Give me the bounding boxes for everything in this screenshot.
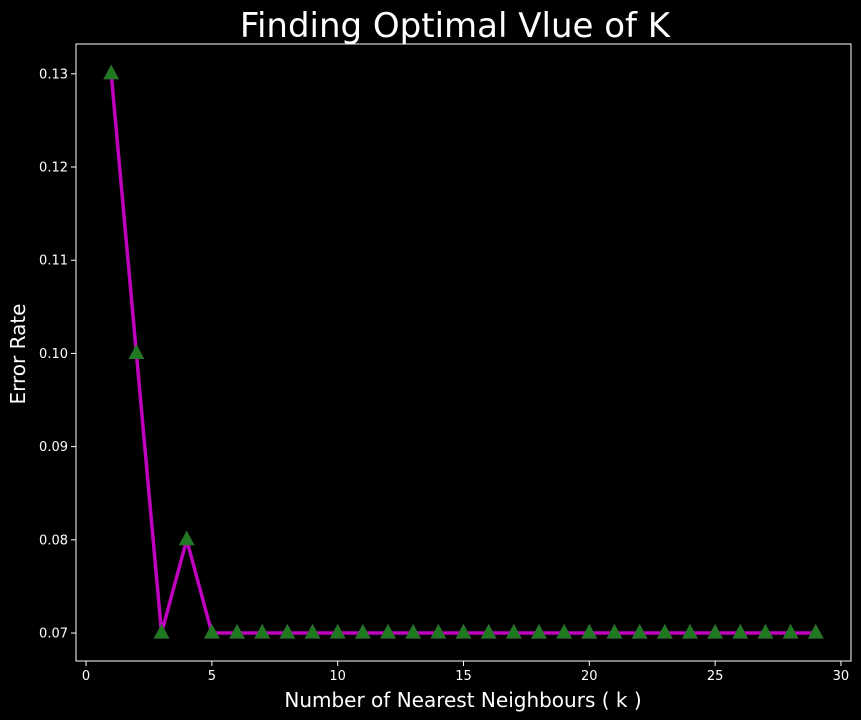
data-point-marker xyxy=(631,623,648,639)
y-tick-label: 0.07 xyxy=(39,627,68,642)
data-point-marker xyxy=(656,623,673,639)
data-point-marker xyxy=(178,530,195,546)
data-point-marker xyxy=(153,623,170,639)
data-point-marker xyxy=(757,623,774,639)
data-point-marker xyxy=(681,623,698,639)
data-point-marker xyxy=(732,623,749,639)
data-point-marker xyxy=(380,623,397,639)
y-tick-label: 0.09 xyxy=(39,440,68,455)
data-point-marker xyxy=(254,623,271,639)
data-point-marker xyxy=(782,623,799,639)
y-tick-label: 0.08 xyxy=(39,533,68,548)
x-tick-label: 30 xyxy=(833,669,850,684)
y-axis-label: Error Rate xyxy=(6,304,30,405)
y-tick-label: 0.10 xyxy=(39,347,68,362)
data-point-marker xyxy=(229,623,246,639)
data-point-marker xyxy=(505,623,522,639)
x-tick-label: 0 xyxy=(82,669,90,684)
data-point-marker xyxy=(329,623,346,639)
data-point-marker xyxy=(606,623,623,639)
data-point-marker xyxy=(480,623,497,639)
x-tick-label: 5 xyxy=(208,669,216,684)
data-point-marker xyxy=(707,623,724,639)
y-tick-label: 0.12 xyxy=(39,161,68,176)
y-tick-label: 0.13 xyxy=(39,67,68,82)
axes-frame xyxy=(75,43,852,662)
data-point-marker xyxy=(203,623,220,639)
chart-title: Finding Optimal Vlue of K xyxy=(240,6,672,46)
series-line xyxy=(109,73,816,635)
data-point-marker xyxy=(455,623,472,639)
x-tick-label: 15 xyxy=(455,669,472,684)
x-tick-label: 10 xyxy=(329,669,346,684)
y-tick-label: 0.11 xyxy=(39,254,68,269)
data-point-marker xyxy=(581,623,598,639)
x-tick-label: 25 xyxy=(707,669,724,684)
plot-area: 0 5 10 15 20 25 30 0.07 0.08 0.09 0.10 0.11 0.12 0.13 xyxy=(39,43,852,684)
data-point-marker xyxy=(556,623,573,639)
data-point-marker xyxy=(405,623,422,639)
x-axis-label: Number of Nearest Neighbours ( k ) xyxy=(284,688,641,712)
data-point-marker xyxy=(304,623,321,639)
data-point-marker xyxy=(807,623,824,639)
data-point-marker xyxy=(354,623,371,639)
data-point-marker xyxy=(279,623,296,639)
data-point-marker xyxy=(128,344,145,359)
data-point-marker xyxy=(430,623,447,639)
data-point-marker xyxy=(530,623,547,639)
x-tick-label: 20 xyxy=(581,669,598,684)
data-point-marker xyxy=(103,64,120,80)
